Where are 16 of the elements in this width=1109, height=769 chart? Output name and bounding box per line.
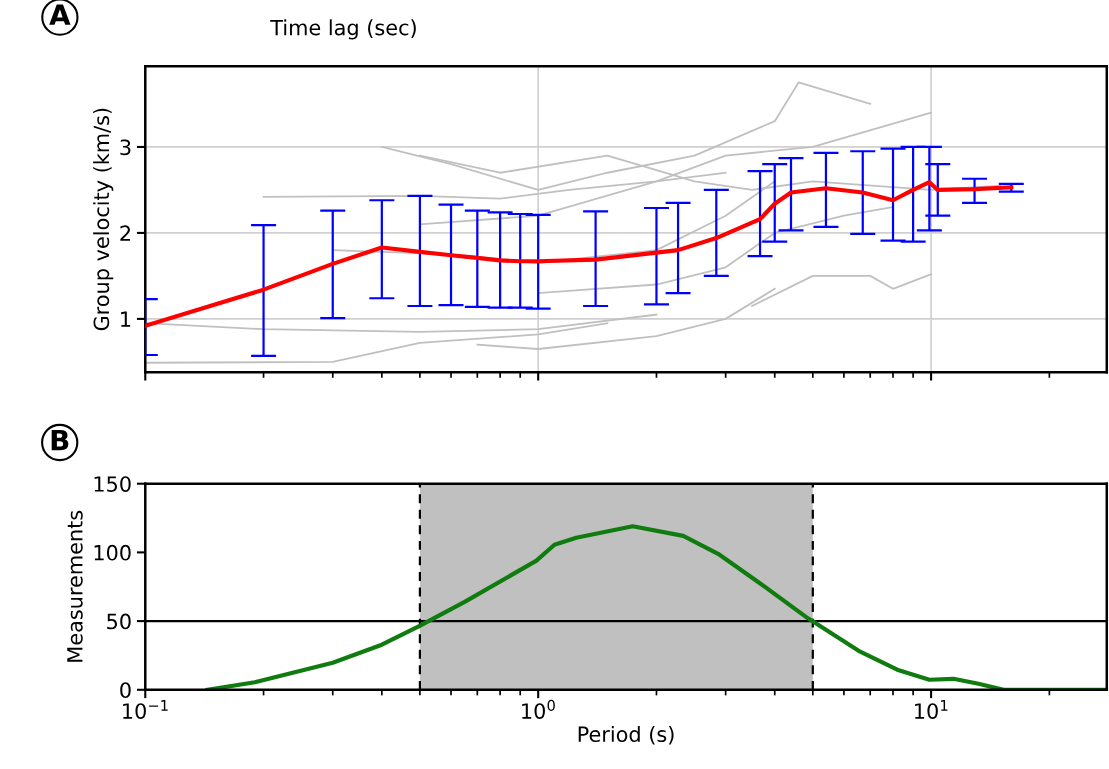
x-tick-label: 10$^{−1}$ — [123, 700, 168, 719]
y-axis-title: Group velocity (km/s) — [93, 108, 114, 331]
text: Time lag (sec) — [270, 19, 416, 40]
x-tick-label: 10$^{0}$ — [522, 699, 555, 719]
text: A — [49, 4, 71, 25]
y-axis-title: Measurements — [67, 510, 83, 662]
y-tick-label: 2 — [120, 225, 130, 241]
y-tick-label: 3 — [120, 139, 131, 156]
text: B — [51, 429, 69, 451]
x-tick-label: 10$^{1}$ — [915, 700, 948, 719]
y-tick-label: 1 — [121, 311, 131, 327]
y-tick-label: 50 — [107, 613, 131, 630]
y-tick-label: 100 — [94, 544, 131, 561]
y-tick-label: 150 — [94, 476, 131, 492]
y-tick-label: 0 — [120, 682, 131, 698]
x-axis-title: Period (s) — [578, 725, 674, 745]
